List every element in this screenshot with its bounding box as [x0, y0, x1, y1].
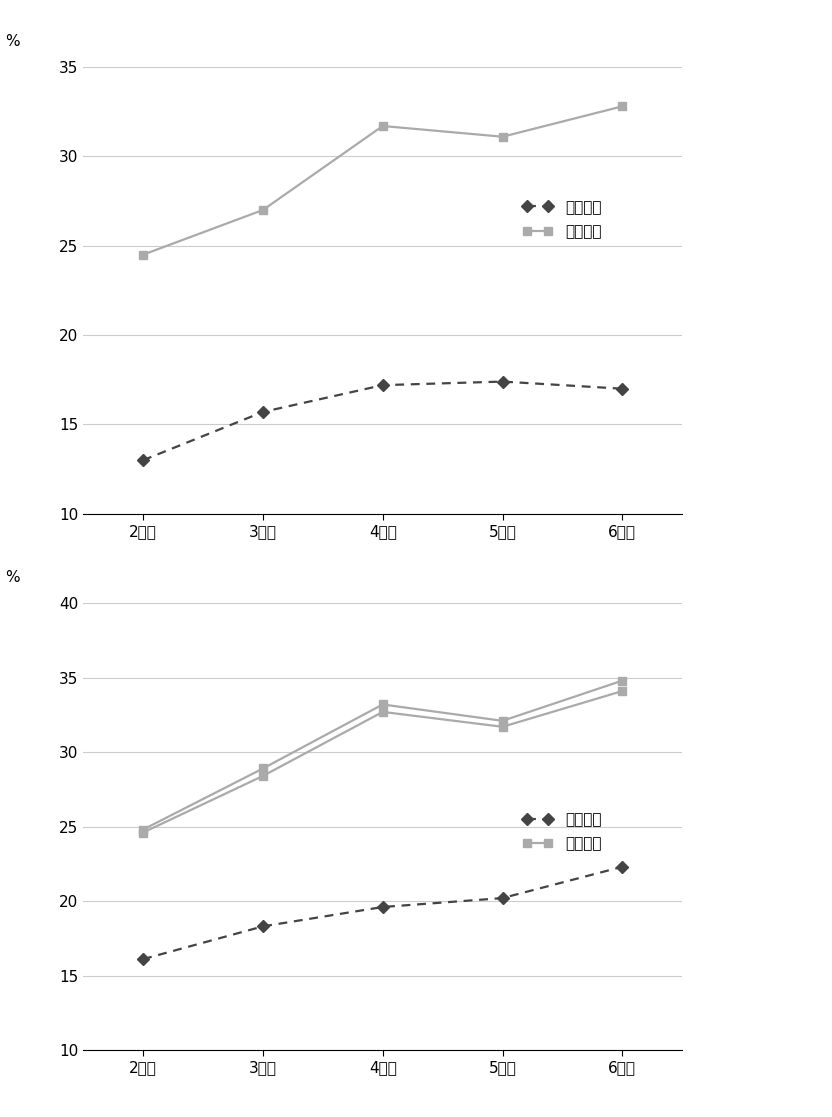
정상여아	[617, 860, 627, 873]
비만남아	[258, 203, 268, 217]
비만여아	[498, 714, 508, 727]
Legend: 정상남아, 비만남아: 정상남아, 비만남아	[522, 200, 602, 239]
정상여아	[498, 891, 508, 905]
Line: 정상남아: 정상남아	[139, 378, 626, 465]
정상여아	[378, 900, 388, 914]
정상남아	[138, 454, 148, 467]
비만남아	[378, 120, 388, 133]
정상남아	[617, 382, 627, 395]
비만여아	[138, 823, 148, 837]
Line: 비만여아: 비만여아	[139, 677, 626, 833]
비만남아	[617, 99, 627, 113]
Line: 비만남아: 비만남아	[139, 102, 626, 259]
Text: %: %	[5, 35, 20, 49]
Line: 정상여아: 정상여아	[139, 862, 626, 963]
비만남아	[138, 248, 148, 261]
비만여아	[258, 762, 268, 775]
정상남아	[498, 375, 508, 389]
Legend: 정상여아, 비만여아: 정상여아, 비만여아	[522, 812, 602, 851]
정상남아	[378, 379, 388, 392]
비만여아	[378, 698, 388, 712]
정상여아	[258, 919, 268, 933]
비만여아	[617, 674, 627, 687]
비만남아	[498, 130, 508, 143]
정상여아	[138, 953, 148, 966]
정상남아	[258, 405, 268, 419]
Text: %: %	[5, 571, 20, 585]
